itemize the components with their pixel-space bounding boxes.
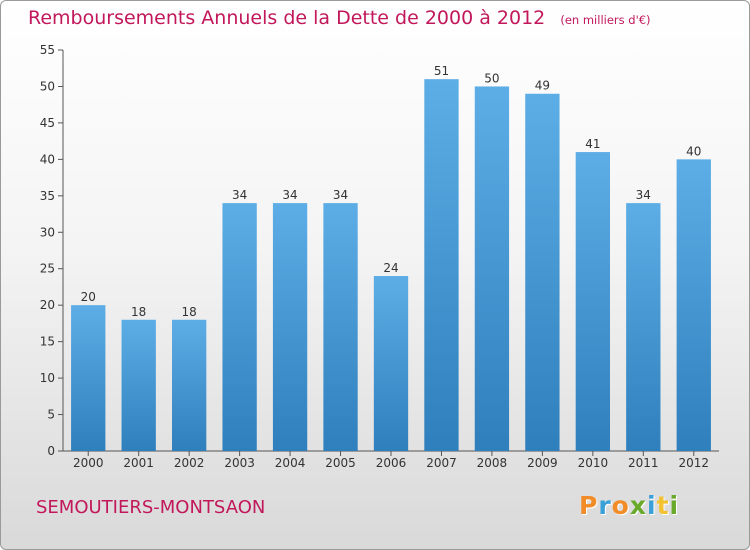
- bar: [373, 276, 409, 451]
- x-tick-label: 2008: [477, 456, 508, 470]
- bar-value-label: 50: [484, 71, 499, 85]
- bar: [575, 152, 611, 451]
- label-layer: 20 18 18 34 34 34 24 51 50 49 41 34 40: [81, 64, 702, 319]
- bar-value-label: 40: [686, 144, 701, 158]
- bar-value-label: 18: [131, 305, 146, 319]
- x-tick-label: 2010: [578, 456, 609, 470]
- bar-value-label: 41: [585, 137, 600, 151]
- bar-value-label: 20: [81, 290, 96, 304]
- proxiti-logo: Proxiti: [579, 491, 680, 520]
- bar-value-label: 34: [232, 188, 247, 202]
- x-tick-label: 2003: [224, 456, 255, 470]
- y-tick-label: 55: [40, 43, 55, 57]
- bar-value-label: 34: [636, 188, 651, 202]
- x-tick-label: 2001: [123, 456, 154, 470]
- bar: [71, 305, 106, 451]
- y-tick-label: 15: [40, 335, 55, 349]
- chart-unit: (en milliers d'€): [560, 13, 651, 27]
- bar-value-label: 34: [282, 188, 297, 202]
- bar: [272, 203, 308, 451]
- x-tick-label: 2011: [628, 456, 659, 470]
- y-tick-label: 25: [40, 262, 55, 276]
- x-tick-label: 2007: [426, 456, 457, 470]
- commune-name: SEMOUTIERS-MONTSAON: [36, 497, 266, 518]
- y-tick-label: 30: [40, 225, 55, 239]
- bar-value-label: 18: [182, 305, 197, 319]
- bar: [626, 203, 661, 451]
- bar-value-label: 51: [434, 64, 449, 78]
- y-tick-label: 0: [47, 444, 55, 458]
- x-tick-label: 2004: [275, 456, 306, 470]
- y-tick-label: 40: [40, 152, 55, 166]
- x-tick-label: 2012: [678, 456, 709, 470]
- y-tick-label: 50: [40, 79, 55, 93]
- y-tick-label: 10: [40, 371, 55, 385]
- y-tick-label: 5: [47, 408, 55, 422]
- bar: [525, 93, 560, 451]
- y-tick-label: 20: [40, 298, 55, 312]
- x-tick-label: 2005: [325, 456, 356, 470]
- bar-layer: [71, 79, 711, 452]
- bar-value-label: 49: [535, 79, 550, 93]
- x-tick-label: 2002: [174, 456, 205, 470]
- x-tick-label: 2009: [527, 456, 558, 470]
- bar: [171, 319, 207, 451]
- bar-value-label: 24: [383, 261, 398, 275]
- bar: [676, 159, 711, 451]
- bar: [424, 79, 459, 451]
- bar: [222, 203, 257, 451]
- bar: [474, 86, 510, 452]
- chart-title-row: Remboursements Annuels de la Dette de 20…: [28, 7, 651, 29]
- y-tick-label: 45: [40, 116, 55, 130]
- bar: [323, 203, 358, 451]
- chart-title: Remboursements Annuels de la Dette de 20…: [28, 7, 546, 29]
- y-tick-label: 35: [40, 189, 55, 203]
- x-tick-label: 2000: [73, 456, 104, 470]
- bar: [121, 319, 156, 451]
- x-tick-label: 2006: [376, 456, 407, 470]
- bar-value-label: 34: [333, 188, 348, 202]
